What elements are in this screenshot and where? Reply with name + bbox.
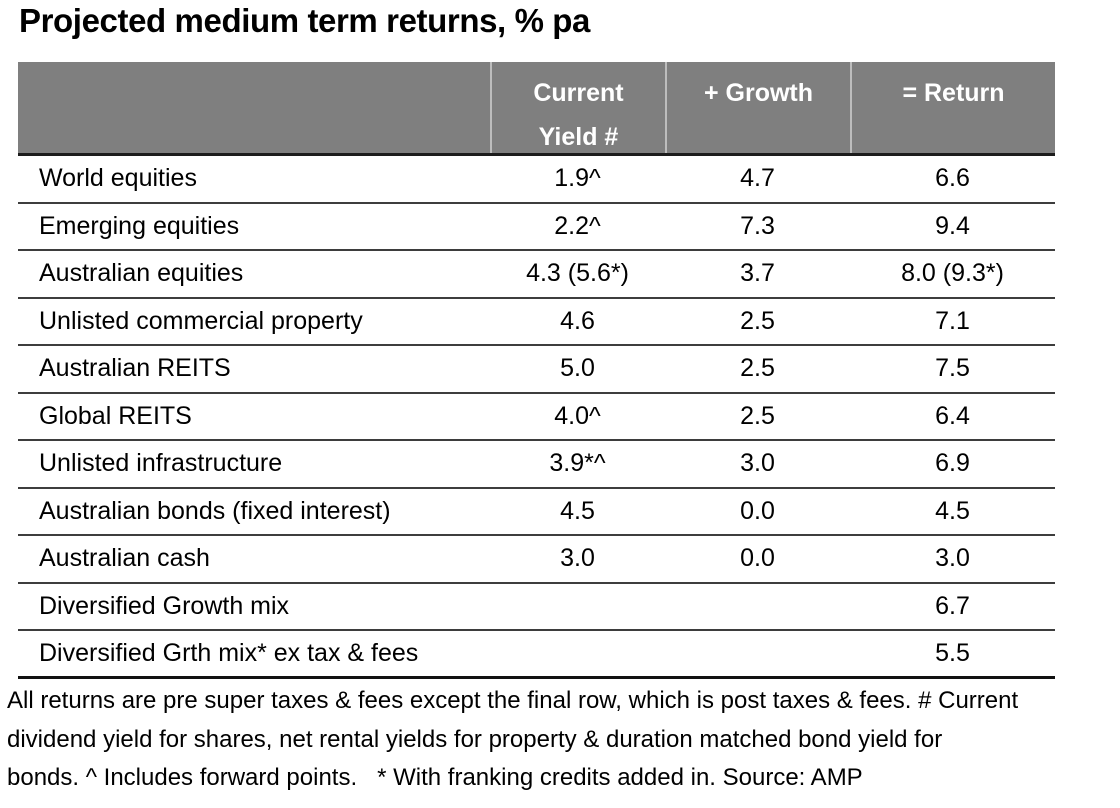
header-current-yield-line1: Current [533,79,624,107]
table-row: Australian cash 3.0 0.0 3.0 [18,536,1055,584]
row-label: Unlisted infrastructure [39,449,283,478]
header-asset-class [18,62,490,153]
return-cell: 6.9 [935,449,970,478]
yield-cell: 5.0 [560,354,595,383]
growth-cell: 2.5 [740,306,775,335]
row-label: Diversified Grth mix* ex tax & fees [39,638,419,667]
table-row: Australian equities 4.3 (5.6*) 3.7 8.0 (… [18,251,1055,299]
yield-cell: 3.9*^ [549,449,606,478]
table-row: Australian REITS 5.0 2.5 7.5 [18,346,1055,394]
returns-table: Current Yield # + Growth = Return World … [18,62,1055,679]
header-current-yield-line2: Yield # [538,123,619,151]
table-row: Emerging equities 2.2^ 7.3 9.4 [18,204,1055,251]
growth-cell: 7.3 [740,211,775,240]
row-label: World equities [39,164,197,193]
yield-cell: 4.0^ [554,401,601,430]
return-cell: 6.6 [935,164,970,193]
row-label: Australian REITS [39,354,231,383]
growth-cell: 3.7 [740,259,775,288]
growth-cell: 2.5 [740,401,775,430]
return-cell: 6.4 [935,401,970,430]
yield-cell: 1.9^ [554,164,601,193]
table-row: Unlisted commercial property 4.6 2.5 7.1 [18,299,1055,346]
return-cell: 8.0 (9.3*) [901,259,1004,288]
row-label: Emerging equities [39,211,240,240]
header-growth: + Growth [665,62,850,153]
row-label: Unlisted commercial property [39,306,363,335]
table-body: World equities 1.9^ 4.7 6.6 Emerging equ… [18,156,1055,679]
growth-cell: 0.0 [740,496,775,525]
row-label: Australian cash [39,544,210,573]
page-title: Projected medium term returns, % pa [19,2,590,39]
table-row: Global REITS 4.0^ 2.5 6.4 [18,394,1055,441]
table-row: Diversified Growth mix 6.7 [18,584,1055,631]
header-current-yield: Current Yield # [490,62,665,153]
growth-cell: 4.7 [740,164,775,193]
row-label: Diversified Growth mix [39,591,290,620]
growth-cell: 0.0 [740,544,775,573]
row-label: Australian equities [39,259,244,288]
return-cell: 4.5 [935,496,970,525]
table-row: Australian bonds (fixed interest) 4.5 0.… [18,489,1055,536]
footnote-line: bonds. ^ Includes forward points. * With… [7,764,863,791]
table-row: World equities 1.9^ 4.7 6.6 [18,156,1055,204]
table-row: Diversified Grth mix* ex tax & fees 5.5 [18,631,1055,679]
footnote-line: All returns are pre super taxes & fees e… [7,687,1019,714]
return-cell: 3.0 [935,544,970,573]
growth-cell: 2.5 [740,354,775,383]
row-label: Global REITS [39,401,192,430]
return-cell: 9.4 [935,211,970,240]
table-row: Unlisted infrastructure 3.9*^ 3.0 6.9 [18,441,1055,489]
row-label: Australian bonds (fixed interest) [39,496,391,525]
yield-cell: 4.5 [560,496,595,525]
return-cell: 7.1 [935,306,970,335]
header-return: = Return [850,62,1055,153]
return-cell: 5.5 [935,638,970,667]
table-header-row: Current Yield # + Growth = Return [18,62,1055,156]
yield-cell: 4.6 [560,306,595,335]
yield-cell: 4.3 (5.6*) [526,259,629,288]
yield-cell: 3.0 [560,544,595,573]
return-cell: 7.5 [935,354,970,383]
footnote-line: dividend yield for shares, net rental yi… [7,725,943,753]
footnote: All returns are pre super taxes & fees e… [7,682,1120,798]
return-cell: 6.7 [935,591,970,620]
growth-cell: 3.0 [740,449,775,478]
yield-cell: 2.2^ [554,211,601,240]
